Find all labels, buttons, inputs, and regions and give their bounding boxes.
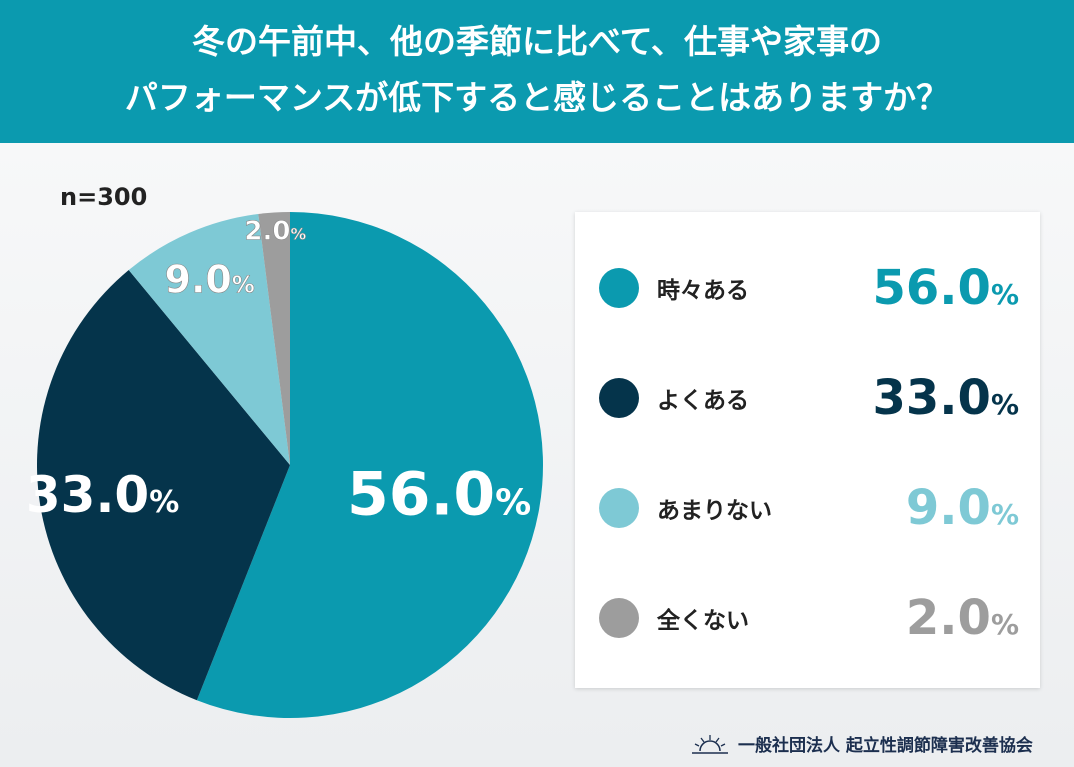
legend-value: 33.0% [872, 370, 1020, 426]
legend-label: あまりない [657, 498, 772, 524]
legend-label: 時々ある [657, 278, 749, 304]
legend-value: 9.0% [905, 480, 1019, 536]
footer: 一般社団法人 起立性調節障害改善協会 [690, 731, 1033, 756]
pie-slice-1 [37, 270, 290, 701]
slice-label-2: 9.0% [165, 258, 255, 302]
sample-size: n=300 [60, 183, 148, 211]
legend-item: 時々ある 56.0% [599, 258, 1019, 318]
chart-title: 冬の午前中、他の季節に比べて、仕事や家事の パフォーマンスが低下すると感じること… [0, 0, 1074, 143]
title-line-1: 冬の午前中、他の季節に比べて、仕事や家事の [191, 22, 883, 61]
title-line-2: パフォーマンスが低下すると感じることはありますか？ [124, 78, 950, 117]
org-name: 一般社団法人 起立性調節障害改善協会 [738, 736, 1033, 756]
legend: 時々ある 56.0% よくある 33.0% あまりない 9.0% 全くない 2.0% [575, 212, 1040, 688]
pie-slice-2 [128, 213, 290, 465]
slice-label-0: 56.0% [347, 459, 531, 529]
legend-value: 56.0% [872, 260, 1020, 316]
legend-label: よくある [657, 388, 749, 414]
legend-swatch [599, 598, 639, 638]
pie-slice-0 [196, 212, 543, 718]
legend-value: 2.0% [905, 590, 1019, 646]
legend-item: 全くない 2.0% [599, 588, 1019, 648]
sunrise-logo-icon [692, 734, 728, 754]
pie-chart: 56.0%33.0%9.0%2.0% [26, 212, 543, 718]
legend-label: 全くない [657, 608, 749, 634]
pie-slice-3 [258, 212, 290, 465]
legend-item: あまりない 9.0% [599, 478, 1019, 538]
legend-swatch [599, 488, 639, 528]
legend-swatch [599, 268, 639, 308]
legend-item: よくある 33.0% [599, 368, 1019, 428]
legend-swatch [599, 378, 639, 418]
